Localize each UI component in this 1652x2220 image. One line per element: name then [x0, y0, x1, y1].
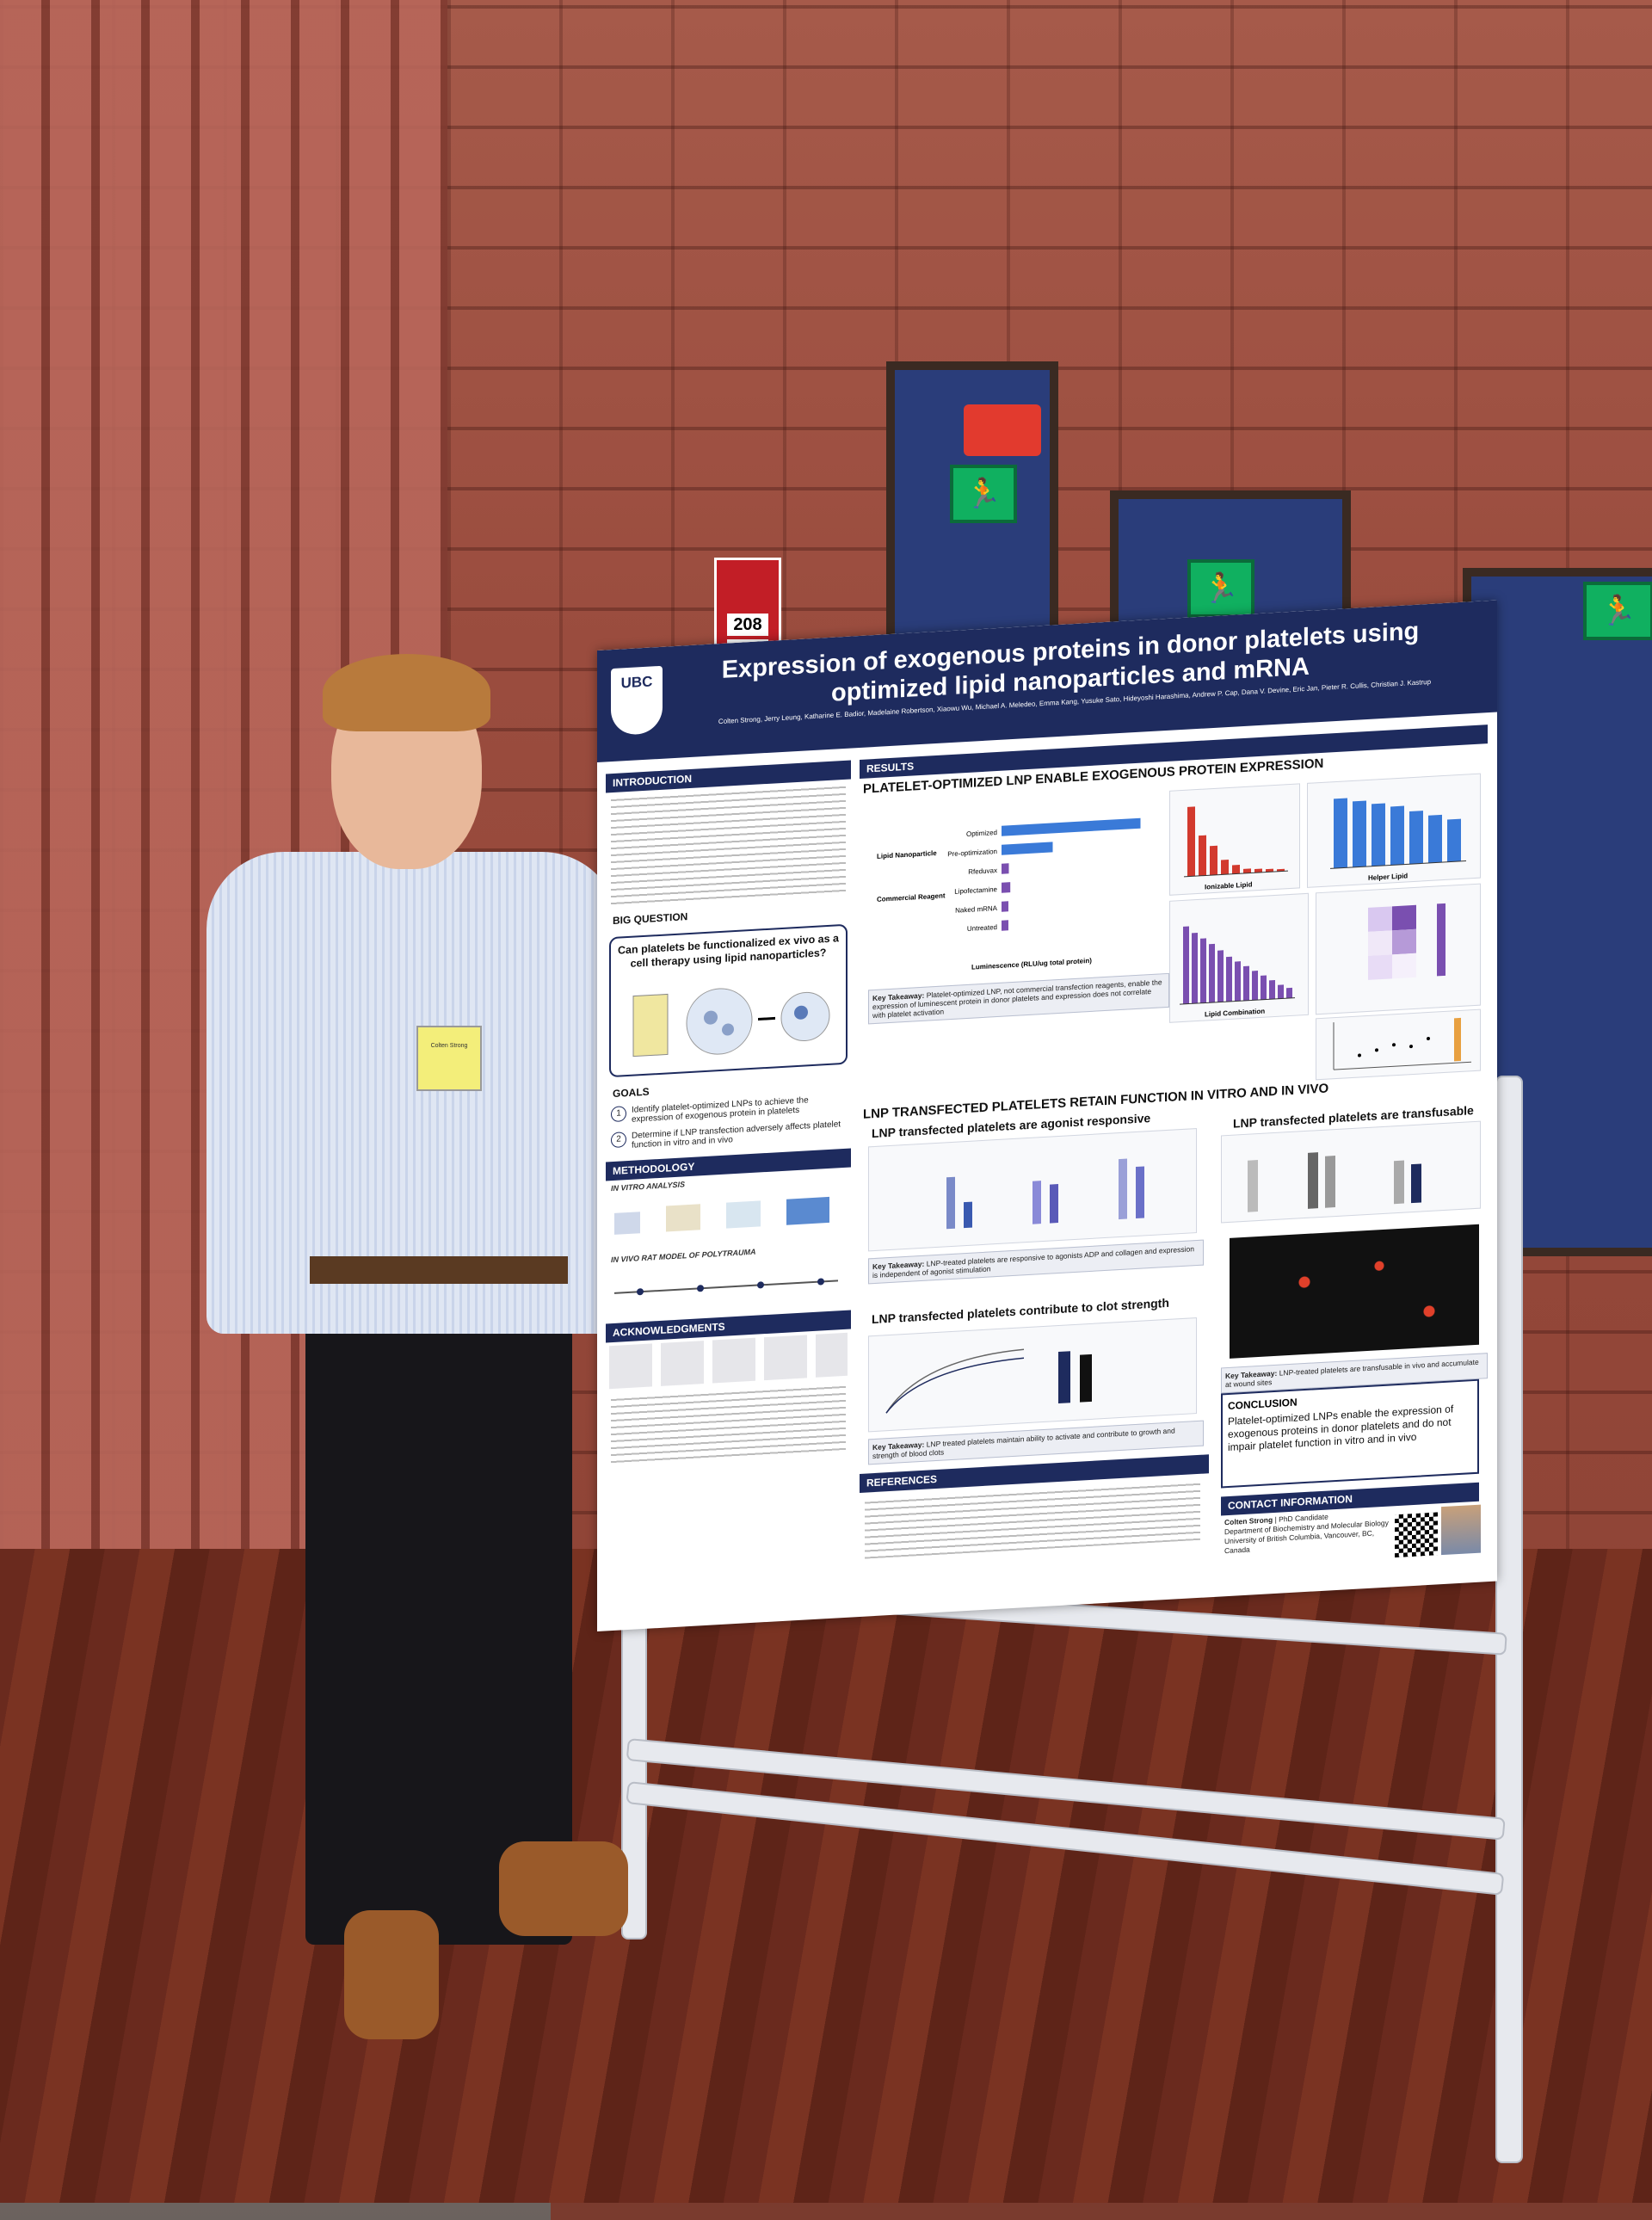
contact-info: Colten Strong | PhD Candidate Department…: [1224, 1508, 1396, 1556]
helper-lipid-chart: Helper Lipid: [1330, 798, 1466, 882]
axis-line: [1184, 870, 1288, 878]
ionizable-lipid-bar: [1266, 868, 1273, 873]
badge-name: Colten Strong: [430, 1043, 468, 1049]
helper-lipid-bar: [1390, 805, 1404, 866]
lipid-combination-panel: Lipid Combination: [1169, 892, 1309, 1023]
exit-sign-icon: 🏃: [1583, 582, 1652, 640]
lnp-luminescence-bar: [1002, 901, 1008, 912]
belt: [310, 1256, 568, 1284]
ionizable-lipid-bar: [1243, 868, 1251, 874]
lipid-combination-bar: [1278, 984, 1284, 999]
axis-line: [1180, 997, 1295, 1005]
lipid-combination-bar: [1243, 965, 1249, 1002]
lnp-bar-label: Optimized: [966, 829, 997, 838]
lnp-luminescence-chart: Lipid Nanoparticle Commercial Reagent Lu…: [877, 817, 1141, 971]
research-poster: UBC Expression of exogenous proteins in …: [597, 600, 1497, 1631]
ack-text-block: [606, 1378, 851, 1469]
lipid-combination-bar: [1252, 971, 1258, 1001]
ubc-logo: UBC: [611, 665, 663, 737]
ionizable-lipid-bar: [1232, 865, 1240, 874]
lipid-combination-bar: [1192, 932, 1198, 1004]
qr-code[interactable]: [1393, 1510, 1439, 1560]
name-badge: Colten Strong: [416, 1026, 482, 1091]
scatter-panel: [1316, 1008, 1481, 1081]
lnp-luminescence-bar: [1002, 817, 1141, 836]
clot-charts: [868, 1317, 1197, 1433]
left-shoe: [344, 1910, 439, 2039]
left-column: INTRODUCTION BIG QUESTION Can platelets …: [606, 760, 851, 1618]
ionizable-lipid-bar: [1187, 806, 1195, 877]
lipid-combination-bar: [1286, 987, 1292, 999]
intro-text-block: [606, 779, 851, 912]
in-vivo-timeline: [614, 1278, 838, 1296]
in-vitro-diagram: [614, 1196, 829, 1235]
big-question-illustration: [632, 988, 830, 1058]
helper-lipid-bar: [1409, 811, 1423, 865]
lipid-combination-bar: [1235, 961, 1241, 1002]
helper-lipid-bar: [1428, 814, 1442, 863]
lipid-combination-bar: [1183, 926, 1189, 1004]
clot-strength-charts: [885, 1348, 1092, 1414]
presenter: Colten Strong: [198, 654, 645, 2065]
helper-lipid-bar: [1372, 803, 1385, 866]
lipid-combination-bar: [1269, 979, 1275, 1000]
ionizable-lipid-bar: [1210, 845, 1217, 876]
pants: [305, 1282, 572, 1945]
lipid-label: Lipid Nanoparticle: [877, 849, 937, 860]
lipid-combination-bar: [1226, 956, 1232, 1002]
lnp-bar-label: Untreated: [967, 923, 997, 933]
correlation-heatmap: [1316, 883, 1481, 1015]
x-axis-label: Luminescence (RLU/ug total protein): [971, 957, 1092, 971]
commercial-label: Commercial Reagent: [877, 891, 946, 903]
fire-sign-number: 208: [727, 614, 768, 636]
microscopy-images: [1230, 1224, 1479, 1359]
ionizable-lipid-chart: Ionizable Lipid: [1184, 806, 1288, 891]
big-question-box: Can platelets be functionalized ex vivo …: [609, 923, 848, 1078]
scatter-plot: [1333, 1017, 1471, 1070]
axis-line: [1330, 860, 1466, 869]
helper-lipid-bar: [1334, 798, 1347, 869]
transfusion-charts: [1221, 1120, 1481, 1224]
contact-photo: [1441, 1504, 1481, 1556]
lipid-combination-chart: Lipid Combination: [1180, 926, 1295, 1019]
lnp-bar-label: Naked mRNA: [955, 904, 998, 915]
right-shoe: [499, 1841, 628, 1936]
helper-lipid-bar: [1447, 818, 1461, 862]
lnp-bar-label: Lipofectamine: [954, 885, 997, 896]
lnp-bar-label: Pre-optimization: [947, 848, 997, 858]
lnp-luminescence-bar: [1002, 882, 1011, 893]
ionizable-lipid-bar: [1254, 868, 1262, 873]
exit-sign-icon: 🏃: [950, 465, 1017, 523]
ionizable-label: Ionizable Lipid: [1205, 880, 1253, 891]
helper-label: Helper Lipid: [1368, 872, 1408, 882]
lnp-luminescence-bar: [1002, 842, 1053, 855]
lnp-luminescence-bar: [1002, 863, 1009, 874]
lnp-bar-label: Rfeduvax: [968, 866, 997, 876]
lipid-combination-bar: [1217, 950, 1224, 1002]
helper-lipid-panel: Helper Lipid: [1307, 773, 1481, 888]
exit-sign-icon: 🏃: [1187, 559, 1254, 618]
transfusion-bar-charts: [1248, 1152, 1421, 1212]
ionizable-lipid-bar: [1221, 859, 1229, 875]
agonist-bar-charts: [946, 1158, 1144, 1230]
hair: [323, 654, 490, 731]
lipid-combo-label: Lipid Combination: [1205, 1008, 1265, 1019]
right-column: RESULTS PLATELET-OPTIMIZED LNP ENABLE EX…: [860, 725, 1488, 1603]
heatmap-svg: [1368, 903, 1446, 980]
fire-alarm: [964, 404, 1041, 456]
ionizable-lipid-panel: Ionizable Lipid: [1169, 783, 1300, 896]
lipid-combination-bar: [1261, 975, 1267, 1000]
ionizable-lipid-bar: [1199, 835, 1206, 876]
shirt: [206, 852, 620, 1334]
conclusion-box: CONCLUSION Platelet-optimized LNPs enabl…: [1221, 1378, 1479, 1489]
key-takeaway-1: Key Takeaway: Platelet-optimized LNP, no…: [868, 972, 1169, 1025]
lipid-combination-bar: [1209, 943, 1215, 1003]
lnp-luminescence-bar: [1002, 920, 1008, 931]
helper-lipid-bar: [1353, 800, 1366, 867]
agonist-charts: [868, 1128, 1197, 1252]
easel-right-leg: [1495, 1076, 1523, 2163]
lipid-combination-bar: [1200, 938, 1206, 1003]
